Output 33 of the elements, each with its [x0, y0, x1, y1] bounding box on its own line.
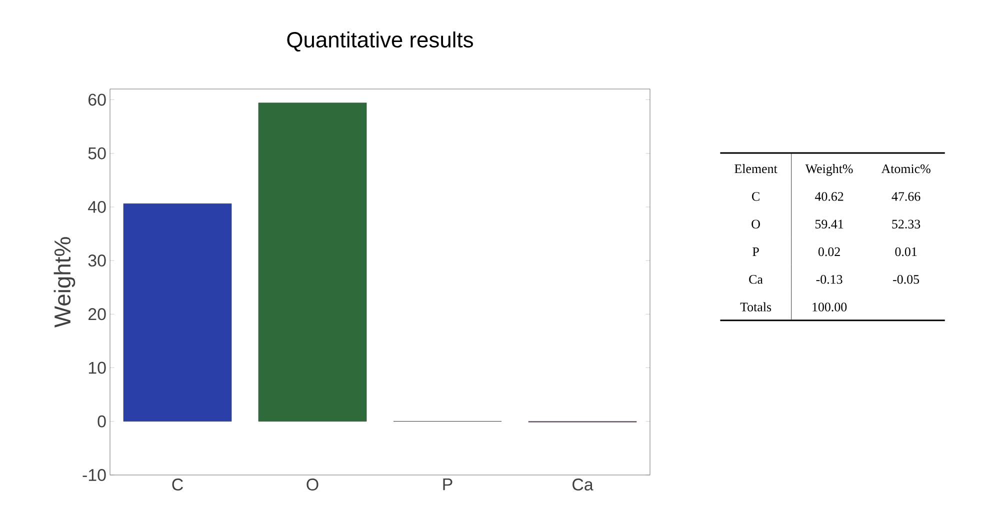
y-axis-title: Weight%: [54, 237, 76, 328]
data-label: -0.05: [893, 275, 920, 284]
category-label: C: [752, 192, 760, 201]
x-tick-label: Ca: [572, 478, 594, 491]
y-tick-label: 50: [88, 147, 106, 160]
y-tick-label: 30: [88, 254, 106, 267]
data-label: 47.66: [892, 192, 920, 201]
y-tick-label: 60: [88, 94, 106, 106]
x-tick-label: O: [306, 478, 318, 491]
text: 100.00: [812, 302, 847, 312]
data-label: 59.41: [815, 220, 844, 229]
chart-title: Quantitative results: [287, 31, 473, 52]
y-tick-label: 10: [88, 362, 106, 374]
text: Element: [734, 164, 778, 174]
data-label: 0.02: [818, 247, 840, 256]
text: Totals: [740, 302, 772, 312]
data-label: 0.01: [895, 247, 917, 256]
y-tick-label: 0: [98, 415, 106, 428]
data-label: -0.13: [816, 275, 842, 284]
bar: [123, 203, 232, 422]
text: Atomic%: [881, 164, 930, 174]
x-tick-label: P: [443, 478, 452, 490]
category-label: Ca: [749, 275, 763, 284]
data-label: 52.33: [892, 220, 920, 229]
category-label: O: [752, 220, 760, 228]
y-tick-label: 20: [88, 308, 106, 320]
y-tick-label: -10: [82, 469, 106, 481]
category-label: P: [752, 248, 759, 256]
bar: [258, 102, 367, 422]
text: Weight%: [805, 164, 853, 176]
data-label: 40.62: [814, 192, 844, 201]
y-tick-label: 40: [88, 200, 106, 213]
x-tick-label: C: [172, 478, 183, 491]
